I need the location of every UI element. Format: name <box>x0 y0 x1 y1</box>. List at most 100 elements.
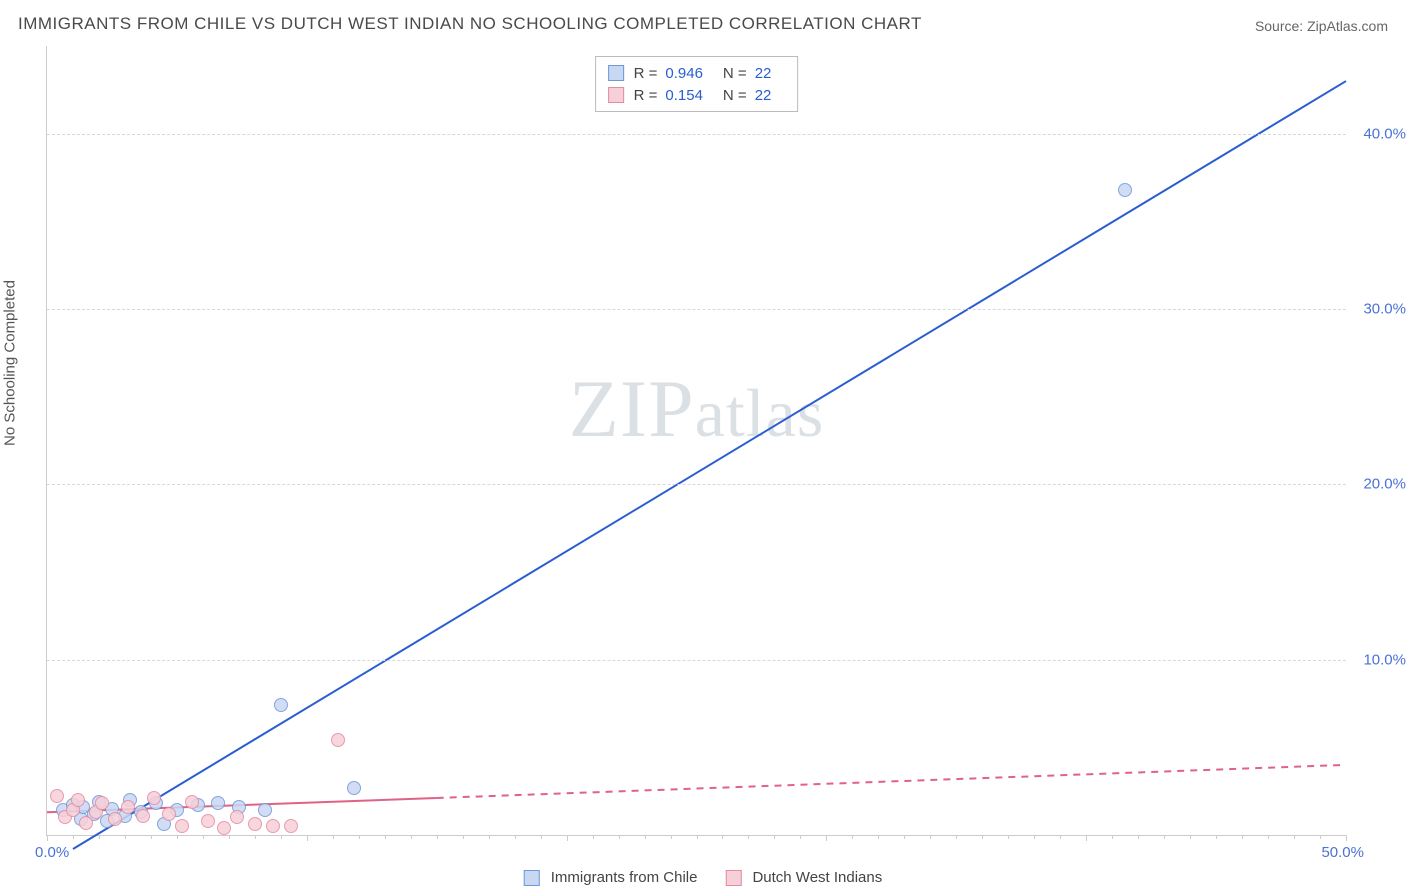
n-value-2: 22 <box>755 87 772 104</box>
x-tick-major <box>1346 835 1347 841</box>
x-tick-minor <box>151 835 152 839</box>
data-point <box>147 791 161 805</box>
x-tick-major <box>307 835 308 841</box>
data-point <box>185 795 199 809</box>
n-label: N = <box>723 65 747 82</box>
x-tick-minor <box>1060 835 1061 839</box>
x-tick-minor <box>333 835 334 839</box>
x-tick-minor <box>437 835 438 839</box>
data-point <box>248 817 262 831</box>
chart-svg <box>47 46 1346 835</box>
x-tick-minor <box>671 835 672 839</box>
data-point <box>136 809 150 823</box>
legend-row-series-1: R = 0.946 N = 22 <box>608 62 786 84</box>
data-point <box>50 789 64 803</box>
x-tick-minor <box>1268 835 1269 839</box>
x-tick-minor <box>1294 835 1295 839</box>
correlation-chart: ZIPatlas R = 0.946 N = 22 R = 0.154 N = … <box>46 46 1346 836</box>
n-label: N = <box>723 87 747 104</box>
x-tick-minor <box>125 835 126 839</box>
data-point <box>258 803 272 817</box>
x-tick-minor <box>73 835 74 839</box>
y-axis-label: No Schooling Completed <box>2 280 19 446</box>
gridline <box>47 660 1346 661</box>
x-tick-minor <box>203 835 204 839</box>
swatch-series-2 <box>608 87 624 103</box>
x-tick-minor <box>1216 835 1217 839</box>
x-tick-minor <box>619 835 620 839</box>
x-tick-minor <box>956 835 957 839</box>
r-value-1: 0.946 <box>665 65 703 82</box>
swatch-icon <box>725 870 741 886</box>
x-tick-minor <box>411 835 412 839</box>
y-tick-label: 30.0% <box>1351 301 1406 318</box>
x-tick-minor <box>1034 835 1035 839</box>
y-tick-label: 40.0% <box>1351 125 1406 142</box>
data-point <box>217 821 231 835</box>
x-tick-minor <box>852 835 853 839</box>
gridline <box>47 134 1346 135</box>
swatch-icon <box>524 870 540 886</box>
gridline <box>47 484 1346 485</box>
r-label: R = <box>634 87 658 104</box>
x-tick-minor <box>930 835 931 839</box>
x-tick-minor <box>904 835 905 839</box>
swatch-series-1 <box>608 65 624 81</box>
x-tick-minor <box>748 835 749 839</box>
x-tick-minor <box>697 835 698 839</box>
data-point <box>95 796 109 810</box>
data-point <box>211 796 225 810</box>
data-point <box>108 812 122 826</box>
r-value-2: 0.154 <box>665 87 703 104</box>
data-point <box>79 816 93 830</box>
r-label: R = <box>634 65 658 82</box>
x-tick-minor <box>463 835 464 839</box>
x-tick-major <box>1086 835 1087 841</box>
x-tick-minor <box>1320 835 1321 839</box>
x-tick-minor <box>1138 835 1139 839</box>
legend-label-1: Immigrants from Chile <box>551 869 698 886</box>
data-point <box>201 814 215 828</box>
data-point <box>121 800 135 814</box>
gridline <box>47 309 1346 310</box>
chart-title: IMMIGRANTS FROM CHILE VS DUTCH WEST INDI… <box>18 14 922 34</box>
legend-label-2: Dutch West Indians <box>752 869 882 886</box>
data-point <box>175 819 189 833</box>
y-tick-label: 10.0% <box>1351 651 1406 668</box>
x-tick-minor <box>385 835 386 839</box>
x-tick-minor <box>541 835 542 839</box>
data-point <box>274 698 288 712</box>
x-tick-minor <box>489 835 490 839</box>
x-tick-minor <box>593 835 594 839</box>
x-tick-major <box>47 835 48 841</box>
correlation-legend: R = 0.946 N = 22 R = 0.154 N = 22 <box>595 56 799 112</box>
x-axis-max-label: 50.0% <box>1321 844 1364 861</box>
data-point <box>1118 183 1132 197</box>
data-point <box>266 819 280 833</box>
x-tick-minor <box>177 835 178 839</box>
data-point <box>71 793 85 807</box>
x-tick-minor <box>982 835 983 839</box>
y-tick-label: 20.0% <box>1351 476 1406 493</box>
data-point <box>230 810 244 824</box>
x-tick-minor <box>774 835 775 839</box>
source-attribution: Source: ZipAtlas.com <box>1255 18 1388 34</box>
x-tick-minor <box>1112 835 1113 839</box>
series-legend: Immigrants from Chile Dutch West Indians <box>524 869 883 886</box>
x-tick-minor <box>1164 835 1165 839</box>
x-tick-minor <box>255 835 256 839</box>
x-tick-minor <box>359 835 360 839</box>
x-tick-minor <box>229 835 230 839</box>
x-tick-minor <box>1190 835 1191 839</box>
data-point <box>347 781 361 795</box>
x-tick-minor <box>515 835 516 839</box>
x-tick-minor <box>800 835 801 839</box>
legend-item-2: Dutch West Indians <box>725 869 882 886</box>
x-tick-major <box>826 835 827 841</box>
legend-row-series-2: R = 0.154 N = 22 <box>608 84 786 106</box>
x-tick-minor <box>878 835 879 839</box>
data-point <box>162 807 176 821</box>
x-tick-minor <box>281 835 282 839</box>
data-point <box>331 733 345 747</box>
data-point <box>284 819 298 833</box>
